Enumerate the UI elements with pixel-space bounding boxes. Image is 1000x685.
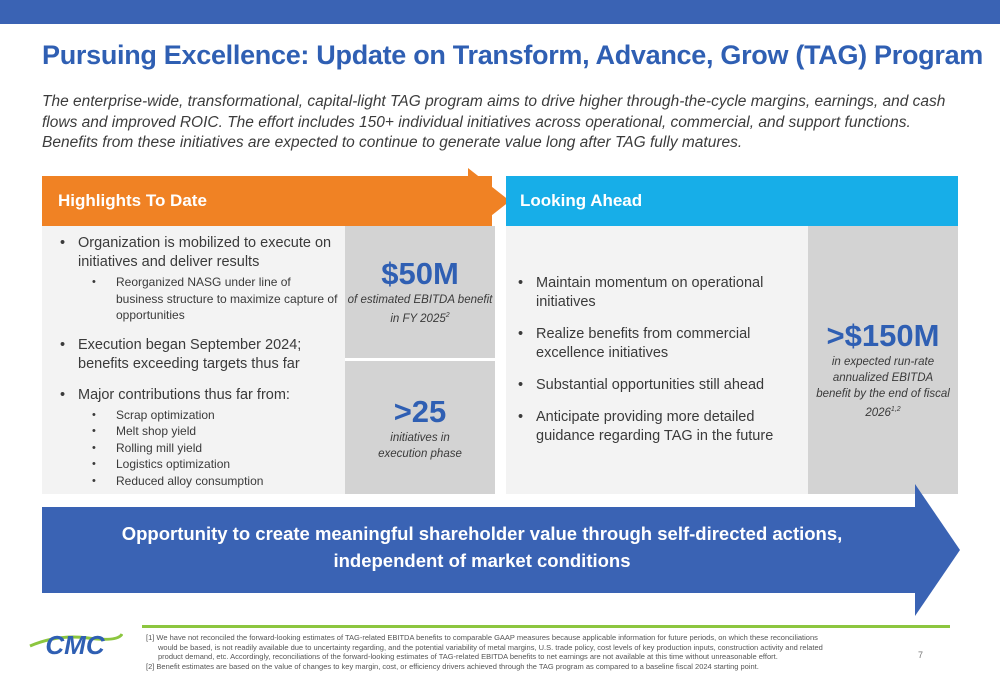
footer-divider (142, 625, 950, 628)
banner-line: Opportunity to create meaningful shareho… (121, 523, 843, 544)
looking-ahead-item: Realize benefits from commercial excelle… (512, 325, 782, 363)
highlight-subitem: Logistics optimization (78, 456, 339, 473)
stat-caption: initiatives in execution phase (378, 432, 462, 460)
highlights-list: Organization is mobilized to execute on … (54, 234, 339, 489)
highlights-panel: Organization is mobilized to execute on … (42, 226, 345, 494)
footnote-1: [1] We have not reconciled the forward-l… (146, 633, 818, 642)
footnote-ref: 1,2 (890, 406, 901, 413)
highlight-subitem: Melt shop yield (78, 423, 339, 440)
looking-ahead-panel: Maintain momentum on operational initiat… (506, 226, 808, 494)
stat-ebitda-2025: $50M of estimated EBITDA benefit in FY 2… (345, 256, 495, 327)
stat-caption: in expected run-rate annualized EBITDA b… (816, 356, 950, 419)
highlight-subitem: Scrap optimization (78, 407, 339, 424)
highlight-item: Major contributions thus far from: Scrap… (54, 386, 339, 490)
stat-box-run-rate (808, 226, 958, 494)
stat-value: >25 (393, 394, 447, 429)
highlight-item: Organization is mobilized to execute on … (54, 234, 339, 324)
slide-title: Pursuing Excellence: Update on Transform… (42, 40, 983, 70)
banner-arrow-icon (915, 484, 960, 616)
stat-box-initiatives (345, 361, 495, 494)
looking-ahead-item: Substantial opportunities still ahead (512, 376, 782, 395)
highlights-arrow-icon (468, 168, 510, 234)
stat-value: >$150M (826, 318, 940, 353)
highlight-sublist: Reorganized NASG under line of business … (78, 274, 339, 324)
highlight-subitem: Reduced alloy consumption (78, 473, 339, 490)
page-number: 7 (918, 650, 924, 660)
stat-run-rate: >$150M in expected run-rate annualized E… (808, 318, 958, 421)
stat-value: $50M (381, 256, 459, 291)
looking-ahead-list: Maintain momentum on operational initiat… (512, 274, 782, 446)
cmc-logo: CMC (29, 630, 123, 660)
stat-caption: of estimated EBITDA benefit in FY 2025 (347, 294, 493, 325)
footnotes: [1] We have not reconciled the forward-l… (146, 633, 926, 671)
opportunity-banner (42, 507, 922, 593)
highlight-item: Execution began September 2024; benefits… (54, 336, 339, 374)
highlight-sublist: Scrap optimization Melt shop yield Rolli… (78, 407, 339, 490)
highlights-header: Highlights To Date (42, 176, 492, 226)
footnote-ref: 2 (445, 312, 450, 319)
banner-line: independent of market conditions (333, 550, 631, 571)
top-bar (0, 0, 1000, 24)
looking-ahead-header: Looking Ahead (506, 176, 958, 226)
stat-box-ebitda-2025 (345, 226, 495, 358)
footnote-2: [2] Benefit estimates are based on the v… (146, 661, 759, 671)
banner-text: Opportunity to create meaningful shareho… (42, 520, 922, 574)
highlight-subitem: Rolling mill yield (78, 440, 339, 457)
logo-text: CMC (45, 630, 105, 660)
slide-subtitle: The enterprise-wide, transformational, c… (42, 93, 946, 151)
stat-initiatives: >25 initiatives in execution phase (345, 394, 495, 462)
looking-ahead-item: Maintain momentum on operational initiat… (512, 274, 782, 312)
highlight-subitem: Reorganized NASG under line of business … (78, 274, 339, 324)
footnote-1-cont: product demand, etc. Accordingly, reconc… (158, 652, 778, 661)
footnote-1-cont: would be based, is not readily available… (158, 642, 823, 652)
looking-ahead-item: Anticipate providing more detailed guida… (512, 408, 782, 446)
